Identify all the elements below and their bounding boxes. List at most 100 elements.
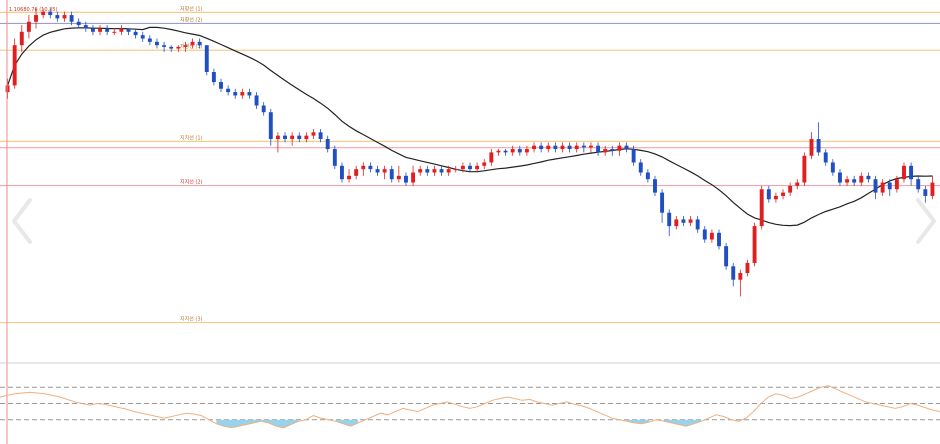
prev-slide-button[interactable] (8, 196, 36, 246)
candle-body (261, 105, 266, 113)
candle-body (517, 149, 522, 153)
candle-body (887, 182, 892, 190)
candle-body (204, 45, 209, 72)
candle-body (354, 169, 359, 176)
candle (332, 145, 337, 170)
candle (304, 132, 309, 143)
candle-body (852, 179, 857, 183)
candle (396, 165, 401, 183)
candle (176, 45, 181, 52)
candle (62, 11, 67, 22)
candle-body (574, 145, 579, 150)
candle-body (588, 145, 593, 148)
candle-body (631, 149, 636, 163)
candle (916, 175, 921, 193)
candle-body (738, 273, 743, 280)
candle-body (695, 219, 700, 230)
candle (76, 18, 81, 29)
candle-body (83, 25, 88, 29)
candle-body (190, 41, 195, 46)
candle (759, 185, 764, 230)
candle (325, 135, 330, 153)
candle (617, 142, 622, 156)
candle-body (304, 135, 309, 139)
candle-body (140, 35, 145, 39)
candle (560, 142, 565, 153)
rsi-oversold-fill (626, 419, 650, 424)
candle (211, 68, 216, 86)
candle-body (880, 182, 885, 193)
candle (147, 35, 152, 46)
candle-body (162, 45, 167, 47)
candle-body (845, 179, 850, 183)
candle (389, 165, 394, 183)
candle (738, 269, 743, 297)
candle-body (460, 165, 465, 170)
candle-body (489, 152, 494, 163)
candle (802, 152, 807, 186)
candle-body (55, 15, 60, 19)
rsi-oversold-fill (335, 419, 359, 427)
candle-body (745, 262, 750, 273)
candle (873, 175, 878, 200)
candle-body (453, 169, 458, 171)
candle (588, 142, 593, 153)
candle-body (653, 179, 657, 193)
candle-body (539, 145, 544, 150)
candle (809, 132, 814, 160)
candle (475, 162, 480, 173)
candle-body (19, 31, 24, 46)
next-slide-button[interactable] (912, 196, 940, 246)
candle-body (311, 132, 316, 136)
candle (5, 78, 10, 99)
candle-body (98, 28, 103, 32)
candle (382, 165, 387, 180)
candle (404, 172, 408, 186)
level-label: 저항선 (2) (180, 16, 203, 23)
candle-body (645, 172, 650, 180)
candle (133, 28, 138, 39)
candle-body (496, 150, 501, 153)
candle (667, 209, 672, 237)
candle (496, 149, 501, 156)
candle (140, 31, 145, 42)
candle (105, 25, 110, 36)
candle (773, 192, 778, 203)
candle (26, 15, 31, 39)
candle-body (624, 145, 629, 150)
candle-body (731, 266, 736, 280)
candle (69, 11, 74, 26)
candle (517, 145, 522, 156)
candle (12, 38, 17, 89)
candle-body (610, 149, 615, 151)
candle (546, 142, 551, 153)
candle-body (347, 175, 352, 180)
candle-body (290, 135, 295, 139)
candle (766, 185, 771, 203)
candle-body (26, 21, 31, 32)
candle-body (389, 169, 394, 180)
candle (859, 172, 864, 186)
candle-body (759, 189, 764, 227)
candle-body (524, 149, 529, 153)
candle (446, 165, 451, 176)
candle (283, 132, 287, 143)
candle-body (418, 169, 423, 173)
candle-body (823, 152, 828, 163)
level-label: 지지선 (3) (180, 316, 203, 323)
candle (816, 122, 821, 156)
candle-body (382, 169, 387, 173)
candle-body (709, 232, 714, 240)
level-label: 지지선 (1) (180, 134, 203, 141)
chevron-left-icon (12, 198, 32, 244)
candle-body (837, 172, 842, 183)
candle (297, 132, 302, 143)
candle-body (766, 189, 771, 200)
candle (354, 165, 359, 180)
candle-body (468, 165, 472, 170)
candle (311, 128, 316, 139)
candle (880, 179, 885, 196)
candle-body (396, 175, 401, 180)
candle (788, 182, 793, 196)
